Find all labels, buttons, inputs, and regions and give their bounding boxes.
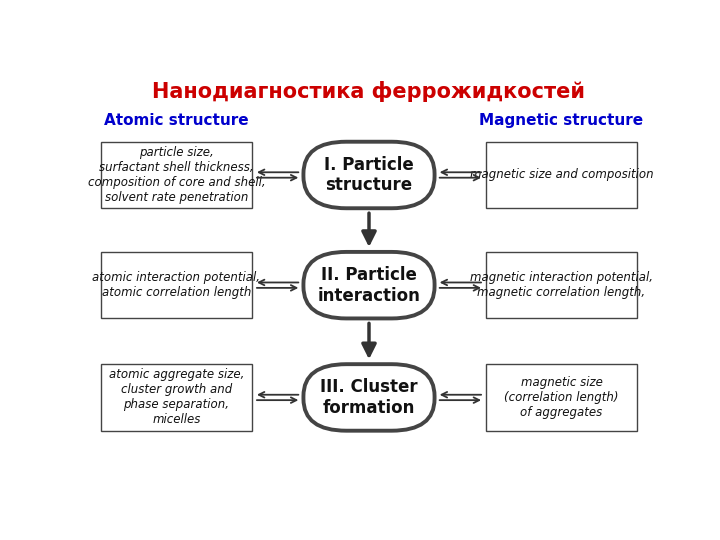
Text: magnetic size and composition: magnetic size and composition (469, 168, 653, 181)
Bar (486, 364, 637, 431)
Text: magnetic size
(correlation length)
of aggregates: magnetic size (correlation length) of ag… (504, 376, 618, 419)
Text: Atomic structure: Atomic structure (104, 113, 249, 129)
Bar (101, 252, 252, 319)
Text: Нанодиагностика феррожидкостей: Нанодиагностика феррожидкостей (153, 82, 585, 102)
FancyBboxPatch shape (303, 364, 435, 431)
Text: magnetic interaction potential,
magnetic correlation length,: magnetic interaction potential, magnetic… (470, 271, 653, 299)
Text: atomic interaction potential,
atomic correlation length: atomic interaction potential, atomic cor… (92, 271, 261, 299)
FancyBboxPatch shape (303, 252, 435, 319)
Text: particle size,
surfactant shell thickness,
composition of core and shell,
solven: particle size, surfactant shell thicknes… (88, 146, 265, 204)
Text: II. Particle
interaction: II. Particle interaction (318, 266, 420, 305)
Bar (486, 141, 637, 208)
Bar (101, 141, 252, 208)
FancyBboxPatch shape (303, 141, 435, 208)
Bar (101, 364, 252, 431)
Bar (486, 252, 637, 319)
Text: atomic aggregate size,
cluster growth and
phase separation,
micelles: atomic aggregate size, cluster growth an… (109, 368, 244, 427)
Text: Magnetic structure: Magnetic structure (480, 113, 644, 129)
Text: I. Particle
structure: I. Particle structure (324, 156, 414, 194)
Text: III. Cluster
formation: III. Cluster formation (320, 378, 418, 417)
